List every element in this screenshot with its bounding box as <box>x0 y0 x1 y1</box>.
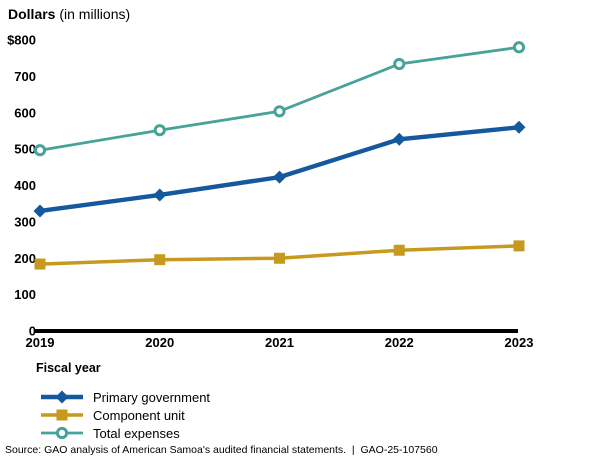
y-tick-label: 400 <box>14 178 36 193</box>
diamond-icon <box>273 170 286 184</box>
x-tick-label: 2023 <box>505 335 534 350</box>
diamond-icon <box>55 390 69 404</box>
legend-item-total-expenses: Total expenses <box>40 424 210 442</box>
diamond-icon <box>153 188 167 202</box>
square-icon <box>393 244 405 256</box>
square-icon <box>34 258 46 270</box>
circle-open-icon <box>393 57 406 71</box>
y-tick-label: 600 <box>14 105 36 120</box>
legend-swatch-0 <box>41 390 83 404</box>
x-tick-label: 2020 <box>145 335 174 350</box>
y-tick-label: 200 <box>14 251 36 266</box>
x-tick-label: 2019 <box>26 335 55 350</box>
diamond-icon <box>33 204 47 218</box>
square-icon <box>154 254 166 266</box>
y-tick-label: 500 <box>14 142 36 157</box>
diamond-icon <box>512 120 526 134</box>
y-tick-label: 700 <box>14 69 36 84</box>
legend-swatch-2 <box>41 426 83 440</box>
x-tick-label: 2022 <box>385 335 414 350</box>
y-tick-label: 300 <box>14 214 36 229</box>
circle-open-icon <box>512 41 526 54</box>
legend-label: Total expenses <box>93 425 180 441</box>
legend-label: Primary government <box>93 389 211 405</box>
legend: Primary government Component unit Total … <box>40 388 210 442</box>
y-tick-label: 0 <box>29 324 36 339</box>
legend-item-component-unit: Component unit <box>40 406 210 424</box>
circle-open-icon <box>55 426 69 440</box>
square-icon <box>513 240 525 252</box>
y-tick-label: 100 <box>14 287 36 302</box>
chart-title-main: Dollars <box>8 6 56 22</box>
diamond-icon <box>392 132 406 146</box>
legend-item-primary-government: Primary government <box>40 388 210 406</box>
circle-open-icon <box>153 124 166 137</box>
y-tick-label: $800 <box>7 33 36 48</box>
circle-open-icon <box>33 144 47 157</box>
legend-swatch-1 <box>41 409 83 421</box>
x-axis-title: Fiscal year <box>36 361 101 375</box>
chart-title-unit: (in millions) <box>55 6 131 22</box>
series-line <box>39 125 520 214</box>
circle-open-icon <box>273 105 286 118</box>
square-icon <box>274 252 285 264</box>
chart-title: Dollars (in millions) <box>8 6 130 22</box>
source-note: Source: GAO analysis of American Samoa's… <box>5 444 438 456</box>
legend-label: Component unit <box>93 407 185 423</box>
square-icon <box>56 409 68 421</box>
x-tick-label: 2021 <box>265 335 294 350</box>
